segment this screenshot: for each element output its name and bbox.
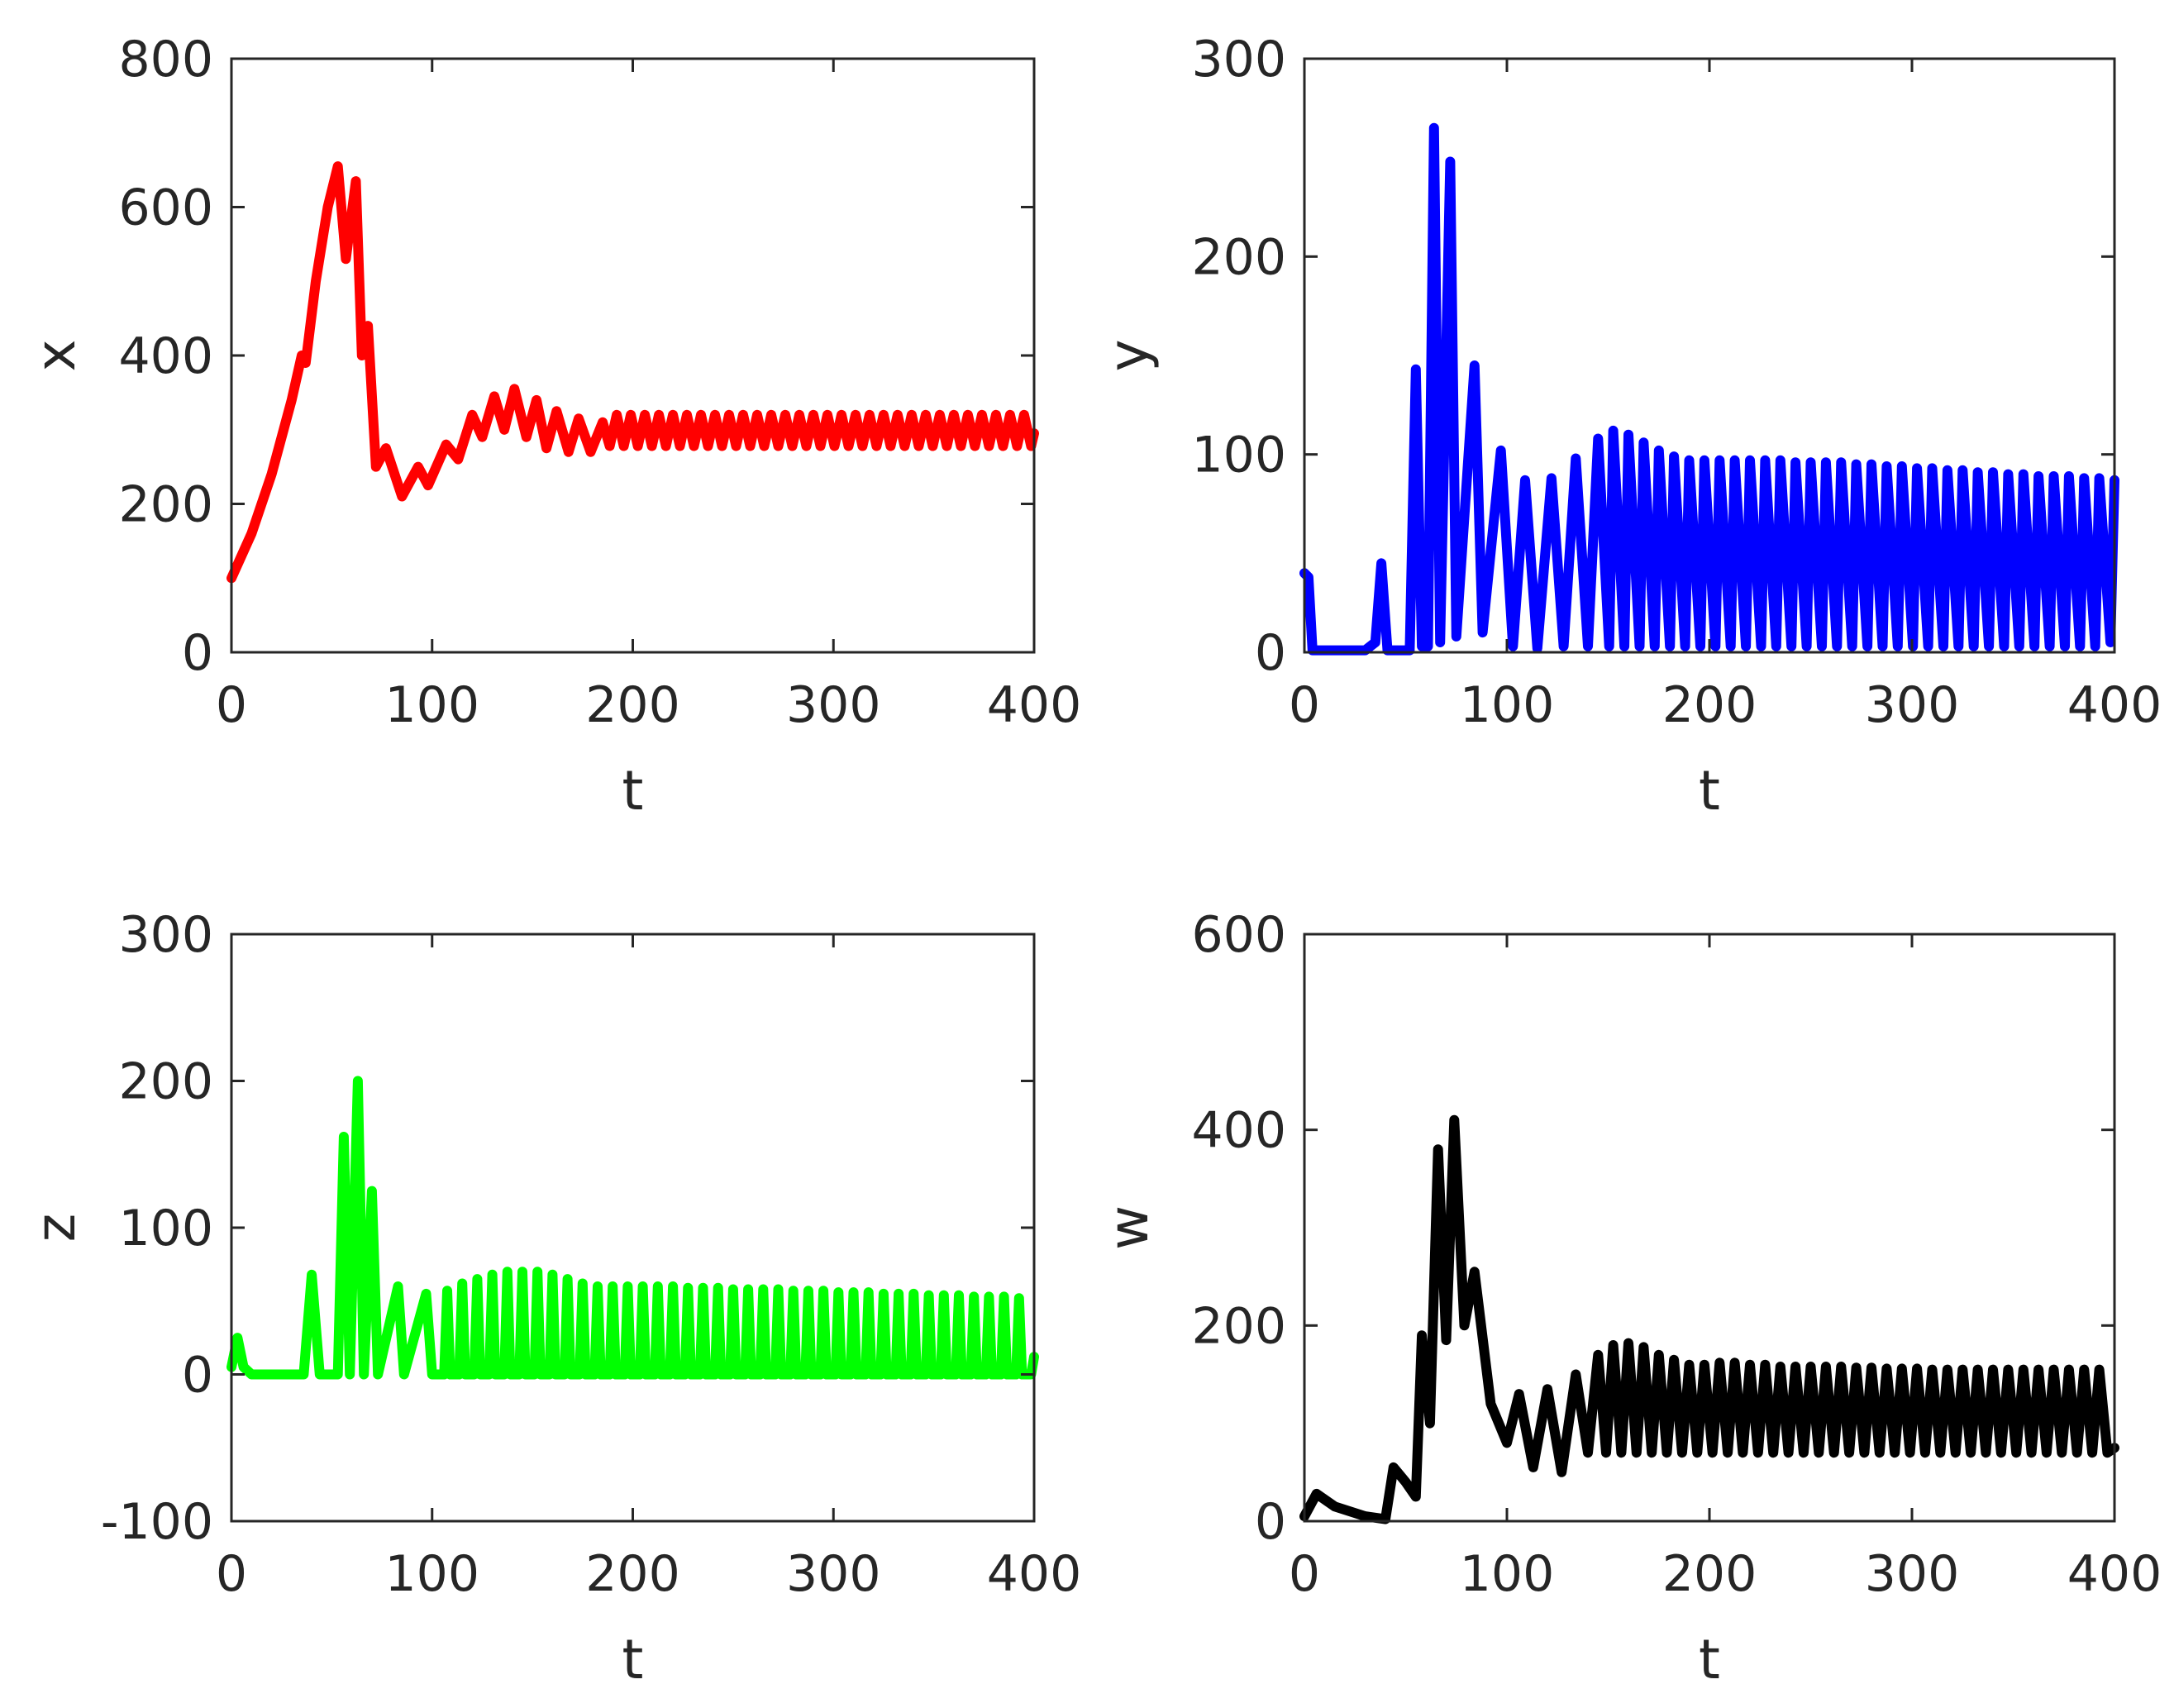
y-axis-label: w <box>1097 1205 1161 1250</box>
y-tick-label: 600 <box>118 179 213 237</box>
data-line <box>226 161 1039 584</box>
data-line <box>1299 122 2119 656</box>
y-tick-label: 300 <box>118 906 213 964</box>
x-tick-label: 200 <box>585 1545 680 1603</box>
y-tick-label: 600 <box>1191 906 1286 964</box>
y-tick-label: 300 <box>1191 31 1286 88</box>
data-line <box>226 1076 1039 1380</box>
x-tick-label: 100 <box>384 676 479 734</box>
x-tick-label: 300 <box>786 1545 881 1603</box>
x-tick-label: 100 <box>1460 1545 1555 1603</box>
x-tick-label: 0 <box>1289 1545 1320 1603</box>
y-tick-label: 800 <box>118 31 213 88</box>
y-tick-label: 200 <box>118 1053 213 1111</box>
y-axis-label: z <box>24 1214 88 1243</box>
y-tick-label: 100 <box>118 1200 213 1257</box>
x-axis-label: t <box>1699 1628 1720 1691</box>
x-tick-label: 200 <box>585 676 680 734</box>
x-tick-label: 200 <box>1662 676 1757 734</box>
y-tick-label: 100 <box>1191 427 1286 484</box>
y-tick-label: -100 <box>101 1493 213 1551</box>
y-tick-label: 400 <box>118 327 213 385</box>
y-tick-label: 400 <box>1191 1102 1286 1160</box>
x-tick-label: 0 <box>1289 676 1320 734</box>
x-tick-label: 400 <box>2067 676 2162 734</box>
x-tick-label: 200 <box>1662 1545 1757 1603</box>
y-axis-label: x <box>24 339 88 371</box>
x-tick-label: 300 <box>1865 1545 1960 1603</box>
x-tick-label: 400 <box>987 1545 1082 1603</box>
y-tick-label: 200 <box>1191 1297 1286 1355</box>
plot-area <box>231 59 1034 652</box>
x-tick-label: 0 <box>216 1545 247 1603</box>
x-tick-label: 400 <box>987 676 1082 734</box>
x-axis-label: t <box>622 759 644 823</box>
y-tick-label: 0 <box>182 1347 213 1405</box>
data-line <box>1299 1114 2119 1524</box>
x-tick-label: 100 <box>1460 676 1555 734</box>
x-axis-label: t <box>1699 759 1720 823</box>
x-tick-label: 0 <box>216 676 247 734</box>
y-axis-label: y <box>1097 339 1161 371</box>
x-tick-label: 300 <box>786 676 881 734</box>
y-tick-label: 200 <box>1191 228 1286 286</box>
x-tick-label: 100 <box>384 1545 479 1603</box>
y-tick-label: 0 <box>1255 624 1286 682</box>
x-axis-label: t <box>622 1628 644 1691</box>
y-tick-label: 200 <box>118 476 213 534</box>
x-tick-label: 300 <box>1865 676 1960 734</box>
y-tick-label: 0 <box>182 624 213 682</box>
y-tick-label: 0 <box>1255 1493 1286 1551</box>
x-tick-label: 400 <box>2067 1545 2162 1603</box>
